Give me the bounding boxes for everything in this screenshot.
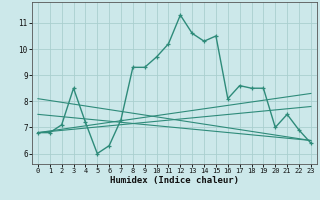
X-axis label: Humidex (Indice chaleur): Humidex (Indice chaleur) — [110, 176, 239, 185]
